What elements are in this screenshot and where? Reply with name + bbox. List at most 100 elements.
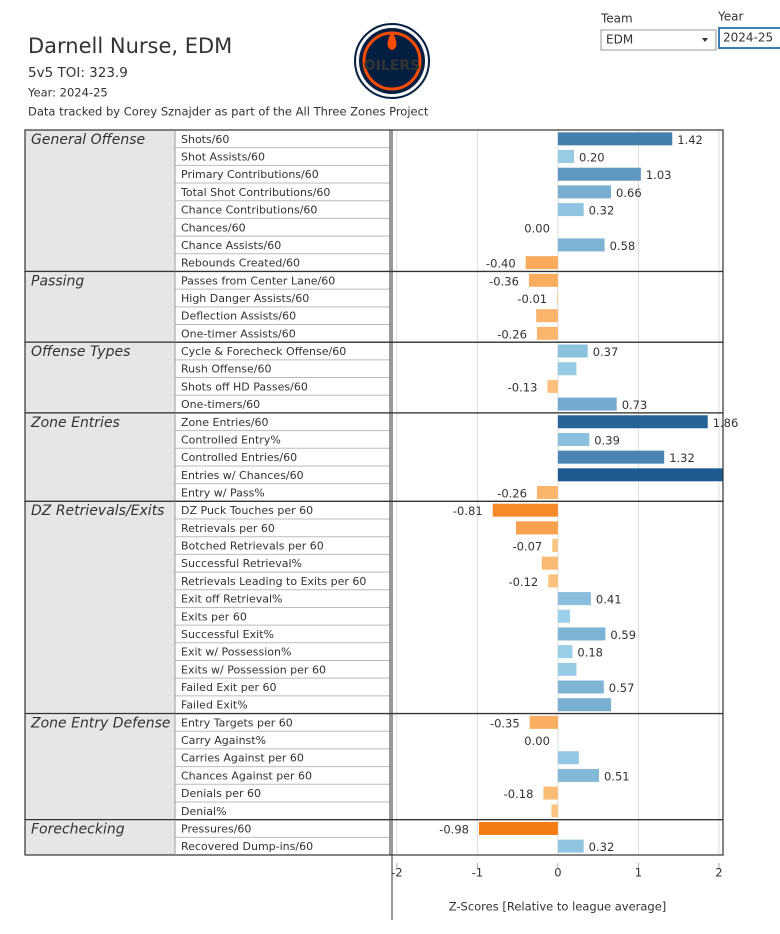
bar — [552, 539, 558, 553]
value-label: 0.58 — [610, 239, 636, 253]
x-tick-label: 2 — [715, 866, 722, 880]
category-label: Recovered Dump-ins/60 — [181, 840, 313, 853]
bar — [551, 804, 558, 818]
category-label: Exit off Retrieval% — [181, 593, 282, 606]
value-label: 0.66 — [616, 186, 642, 200]
value-label: -0.13 — [508, 380, 538, 394]
toi: 5v5 TOI: 323.9 — [28, 65, 128, 81]
bar — [557, 238, 605, 252]
category-label: Exits per 60 — [181, 610, 247, 623]
logo-text: OILERS — [364, 58, 420, 74]
category-label: Controlled Entry% — [181, 433, 281, 446]
filter-value: EDM — [606, 33, 633, 47]
category-label: Zone Entries/60 — [181, 416, 269, 429]
bar — [478, 821, 558, 835]
bar — [543, 786, 558, 800]
bar — [557, 362, 577, 376]
logo: OILERS — [354, 23, 430, 99]
year-input[interactable] — [718, 27, 780, 49]
group-cell — [25, 713, 175, 820]
bar — [557, 751, 579, 765]
bar — [557, 768, 599, 782]
value-label: 0.32 — [589, 840, 615, 854]
group-label: Passing — [31, 273, 84, 289]
value-label: 0.57 — [609, 681, 635, 695]
group-cell — [25, 130, 175, 272]
group-label: Zone Entries — [30, 415, 120, 431]
dropdown-arrow — [702, 38, 708, 42]
value-label: 1.32 — [669, 451, 695, 465]
value-label: -0.18 — [504, 787, 534, 801]
group-box — [24, 819, 724, 856]
bar — [557, 203, 584, 217]
value-label: 1.42 — [677, 133, 703, 147]
category-label: Failed Exit% — [181, 699, 248, 712]
x-tick-label: -1 — [472, 866, 483, 880]
group-label: Zone Entry Defense — [30, 715, 171, 731]
bar — [557, 397, 617, 411]
category-label: Entries w/ Chances/60 — [181, 469, 304, 482]
filter-label: Team — [600, 12, 633, 26]
value-label: -0.81 — [453, 504, 483, 518]
category-label: Pressures/60 — [181, 822, 251, 835]
category-label: Carry Against% — [181, 734, 266, 747]
category-label: One-timer Assists/60 — [181, 327, 296, 340]
group-cell — [25, 271, 175, 343]
category-label: Chances Against per 60 — [181, 769, 312, 782]
category-label: Retrievals per 60 — [181, 522, 275, 535]
category-label: Rush Offense/60 — [181, 363, 272, 376]
bar — [557, 468, 723, 482]
category-label: Failed Exit per 60 — [181, 681, 277, 694]
category-label: DZ Puck Touches per 60 — [181, 504, 313, 517]
bar — [536, 486, 558, 499]
bar — [557, 432, 590, 446]
category-label: High Danger Assists/60 — [181, 292, 309, 305]
title: Darnell Nurse, EDM — [28, 34, 232, 58]
category-label: Successful Exit% — [181, 628, 274, 641]
category-label: Passes from Center Lane/60 — [181, 274, 335, 287]
value-label: 0.20 — [579, 151, 605, 165]
category-label: Botched Retrievals per 60 — [181, 540, 324, 553]
category-label: Rebounds Created/60 — [181, 257, 300, 270]
bar — [536, 326, 558, 340]
group-label: Forechecking — [31, 821, 125, 837]
category-label: Denials per 60 — [181, 787, 261, 800]
team-dropdown[interactable] — [600, 29, 717, 51]
value-label: -0.12 — [508, 575, 538, 589]
group-label: Offense Types — [31, 344, 130, 360]
bar — [557, 698, 612, 712]
value-label: 0.37 — [593, 345, 619, 359]
value-label: 0.51 — [604, 769, 630, 783]
bar — [528, 273, 558, 287]
bar — [557, 415, 708, 429]
bar — [557, 167, 641, 181]
category-label: Successful Retrieval% — [181, 557, 302, 570]
category-label: Exit w/ Possession% — [181, 646, 291, 659]
value-label: -0.01 — [517, 292, 547, 306]
bar — [557, 150, 575, 164]
value-label: 1.03 — [646, 168, 672, 182]
category-label: Shots/60 — [181, 133, 229, 146]
value-label: -0.36 — [489, 274, 519, 288]
bar — [557, 609, 570, 623]
group-label: General Offense — [31, 132, 145, 148]
value-label: -0.07 — [512, 540, 542, 554]
value-label: -0.40 — [486, 257, 516, 271]
category-label: Chance Contributions/60 — [181, 204, 317, 217]
category-label: Controlled Entries/60 — [181, 451, 297, 464]
value-label: 0.73 — [622, 398, 648, 412]
value-label: 0.41 — [596, 593, 622, 607]
bar — [557, 627, 606, 641]
bar — [541, 556, 558, 570]
source-note: Data tracked by Corey Sznajder as part o… — [28, 105, 429, 119]
filter-value: 2024-25 — [723, 31, 773, 45]
category-label: Entry w/ Pass% — [181, 487, 265, 500]
group-label: DZ Retrievals/Exits — [31, 503, 164, 519]
value-label: 0.39 — [594, 433, 620, 447]
value-label: -0.98 — [439, 822, 469, 836]
x-axis-label: Z-Scores [Relative to league average] — [449, 900, 667, 914]
bar — [557, 450, 665, 464]
filter-label: Year — [717, 10, 743, 24]
